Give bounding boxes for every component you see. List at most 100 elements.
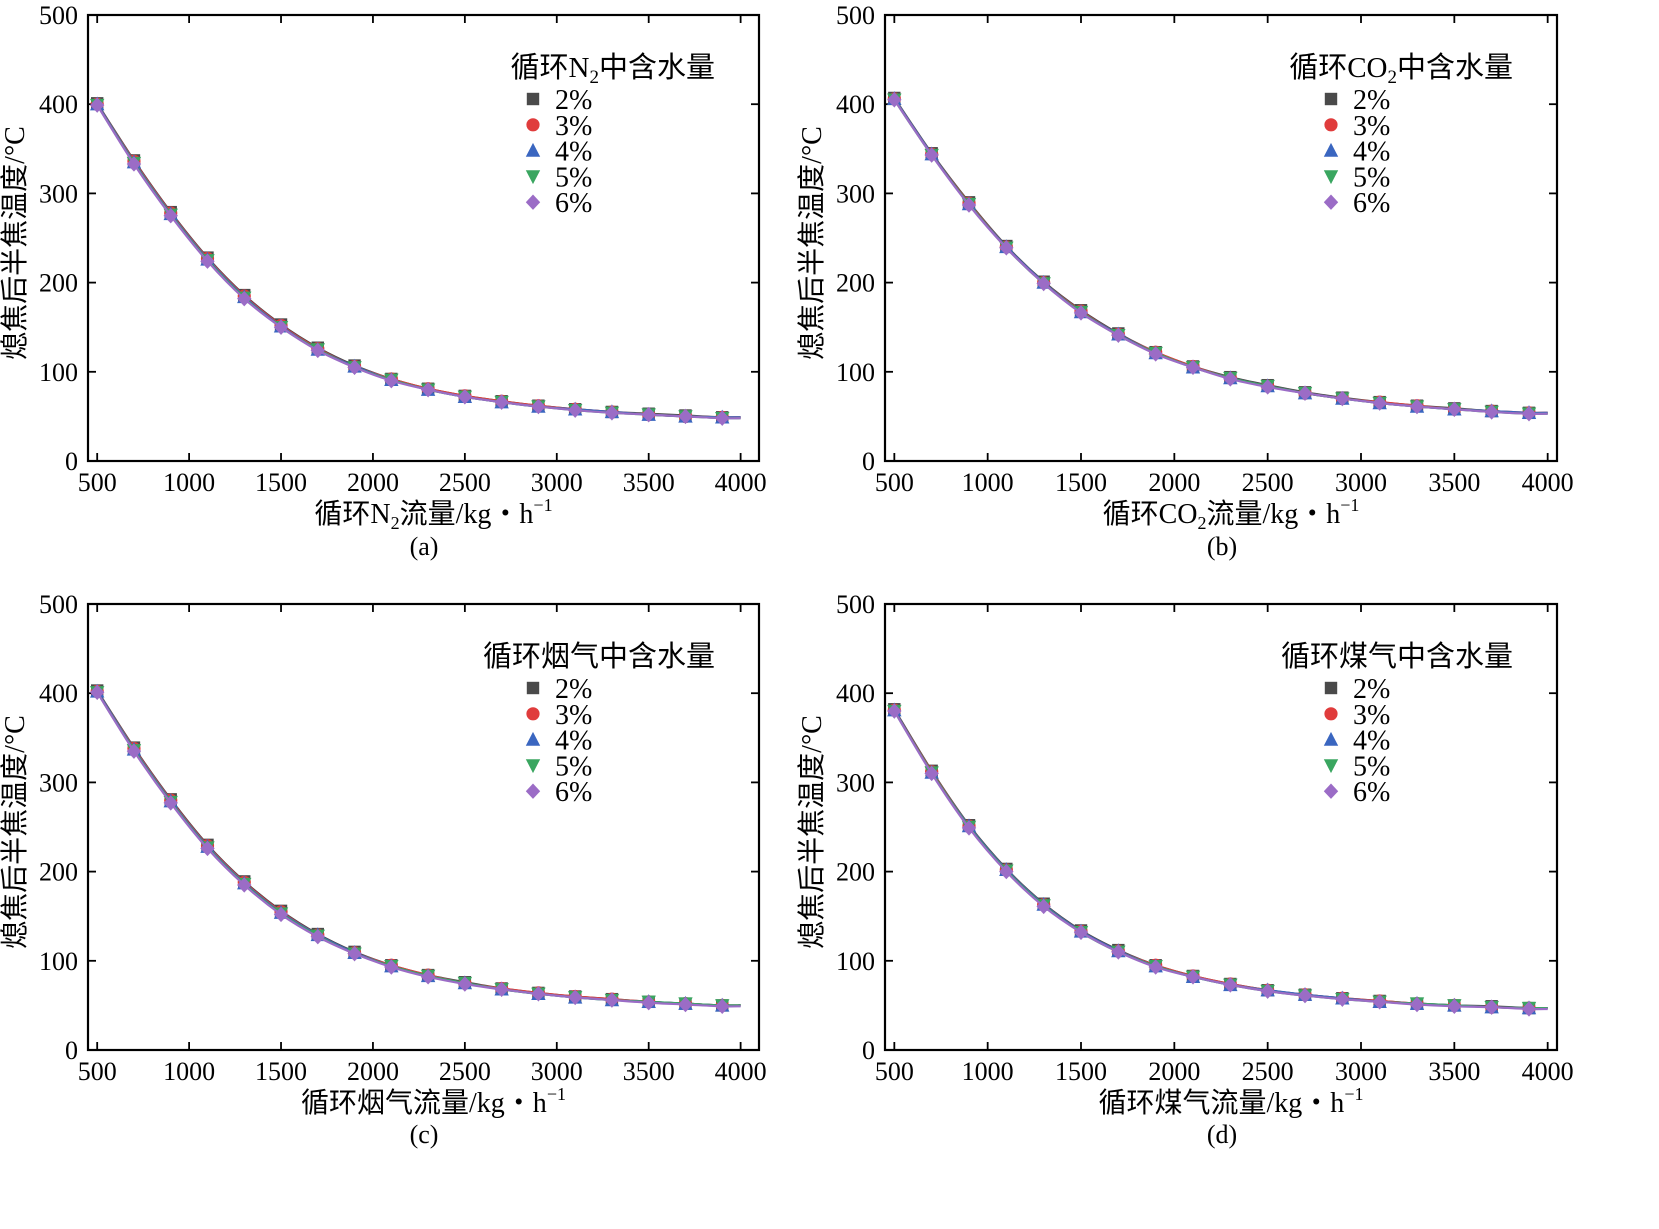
y-axis-label: 熄焦后半焦温度/°C bbox=[0, 715, 31, 949]
y-tick-label: 500 bbox=[836, 1, 875, 30]
data-point-marker bbox=[200, 840, 215, 857]
legend-label: 2% bbox=[1353, 85, 1390, 116]
x-axis-label: 循环CO2流量/kg・h−1 bbox=[1103, 495, 1360, 533]
legend-entry: 4% bbox=[1323, 726, 1390, 757]
x-tick-label: 3000 bbox=[1335, 468, 1387, 497]
series-2pct bbox=[90, 684, 741, 1012]
legend-entry: 5% bbox=[525, 162, 592, 193]
legend-marker bbox=[1323, 142, 1339, 157]
legend-title-subscript: 2 bbox=[1387, 67, 1397, 88]
x-tick-label: 4000 bbox=[715, 468, 767, 497]
series-2pct bbox=[888, 91, 1548, 420]
x-tick-label: 4000 bbox=[1522, 468, 1574, 497]
x-axis-label: 循环N2流量/kg・h−1 bbox=[314, 495, 552, 533]
x-tick-label: 2500 bbox=[1242, 1057, 1294, 1086]
legend-label: 3% bbox=[1353, 700, 1390, 731]
legend-label: 4% bbox=[1353, 726, 1390, 757]
legend-title: 循环烟气中含水量 bbox=[483, 640, 715, 673]
x-axis-label-superscript: −1 bbox=[1344, 1084, 1363, 1104]
data-point-marker bbox=[1073, 305, 1089, 321]
legend-entry: 3% bbox=[1324, 111, 1390, 142]
series-line bbox=[893, 99, 1548, 415]
legend-entry: 5% bbox=[1323, 751, 1390, 782]
x-tick-label: 1500 bbox=[1055, 1057, 1107, 1086]
legend-marker bbox=[525, 783, 541, 799]
data-point-marker bbox=[200, 253, 215, 269]
legend-label: 3% bbox=[555, 111, 592, 142]
legend-marker bbox=[525, 170, 541, 185]
x-tick-label: 2500 bbox=[1242, 468, 1294, 497]
data-point-marker bbox=[1335, 390, 1350, 407]
data-point-marker bbox=[310, 929, 325, 945]
data-point-marker bbox=[1148, 959, 1163, 975]
legend-entry: 6% bbox=[1323, 777, 1390, 808]
series-line bbox=[96, 690, 741, 1007]
x-tick-label: 2500 bbox=[439, 468, 491, 497]
y-tick-label: 100 bbox=[39, 947, 78, 976]
x-axis-label-text: 循环N bbox=[314, 498, 390, 530]
x-axis-label-superscript: −1 bbox=[533, 495, 552, 515]
legend-marker bbox=[1323, 783, 1339, 799]
x-tick-label: 1000 bbox=[962, 468, 1014, 497]
legend-entry: 5% bbox=[1323, 162, 1390, 193]
legend-entry: 4% bbox=[1323, 137, 1390, 168]
series-3pct bbox=[887, 92, 1548, 420]
data-point-marker bbox=[310, 342, 325, 359]
series-4pct bbox=[887, 702, 1548, 1015]
legend-entry: 4% bbox=[525, 726, 592, 757]
series-5pct bbox=[89, 686, 741, 1014]
series-2pct bbox=[888, 703, 1548, 1015]
data-point-marker bbox=[531, 398, 546, 415]
y-tick-label: 200 bbox=[39, 269, 78, 298]
legend-label: 6% bbox=[555, 777, 592, 808]
series-line bbox=[96, 102, 741, 419]
legend-marker bbox=[1323, 759, 1339, 774]
data-point-marker bbox=[347, 359, 362, 376]
legend-entry: 2% bbox=[526, 85, 592, 116]
legend-marker bbox=[525, 194, 541, 210]
y-tick-label: 100 bbox=[836, 947, 875, 976]
data-point-marker bbox=[1484, 404, 1499, 420]
series-line bbox=[96, 103, 741, 419]
x-tick-label: 500 bbox=[875, 1057, 914, 1086]
data-point-marker bbox=[1409, 996, 1425, 1013]
data-point-marker bbox=[1260, 983, 1275, 999]
series-4pct bbox=[887, 91, 1548, 420]
data-point-marker bbox=[1185, 359, 1201, 376]
data-point-marker bbox=[237, 877, 252, 893]
x-tick-label: 2000 bbox=[1148, 468, 1200, 497]
data-point-marker bbox=[924, 147, 939, 163]
x-axis-label-superscript: −1 bbox=[547, 1084, 566, 1104]
x-tick-label: 4000 bbox=[715, 1057, 767, 1086]
series-line bbox=[893, 709, 1548, 1010]
x-tick-label: 500 bbox=[78, 1057, 117, 1086]
legend-title: 循环CO2中含水量 bbox=[1289, 51, 1513, 88]
series-5pct bbox=[887, 93, 1548, 422]
x-axis-label-text: 循环煤气流量/kg・h bbox=[1099, 1087, 1345, 1119]
series-6pct bbox=[89, 684, 741, 1014]
data-point-marker bbox=[999, 240, 1014, 256]
legend-label: 4% bbox=[1353, 137, 1390, 168]
data-point-marker bbox=[420, 381, 436, 398]
series-line bbox=[96, 103, 741, 419]
data-point-marker bbox=[494, 394, 509, 410]
data-point-marker bbox=[531, 986, 546, 1002]
x-tick-label: 2000 bbox=[347, 1057, 399, 1086]
chart-panel-c: 500 1000 1500 2000 2500 3000 3500 4000 0 100 200 30… bbox=[0, 590, 767, 1149]
legend-marker bbox=[526, 92, 540, 106]
legend-entry: 6% bbox=[525, 188, 592, 219]
x-tick-label: 3500 bbox=[1428, 468, 1480, 497]
y-axis-label: 熄焦后半焦温度/°C bbox=[796, 126, 828, 360]
x-tick-label: 1500 bbox=[255, 1057, 307, 1086]
legend-marker bbox=[526, 707, 540, 721]
series-line bbox=[893, 97, 1548, 415]
x-axis-label: 循环烟气流量/kg・h−1 bbox=[301, 1084, 566, 1119]
data-point-marker bbox=[457, 976, 473, 992]
legend-entry: 2% bbox=[526, 674, 592, 705]
x-tick-label: 500 bbox=[78, 468, 117, 497]
data-point-marker bbox=[420, 969, 436, 985]
legend-marker bbox=[525, 731, 541, 746]
data-point-marker bbox=[1111, 944, 1126, 960]
data-point-marker bbox=[89, 684, 105, 701]
series-3pct bbox=[90, 684, 741, 1013]
